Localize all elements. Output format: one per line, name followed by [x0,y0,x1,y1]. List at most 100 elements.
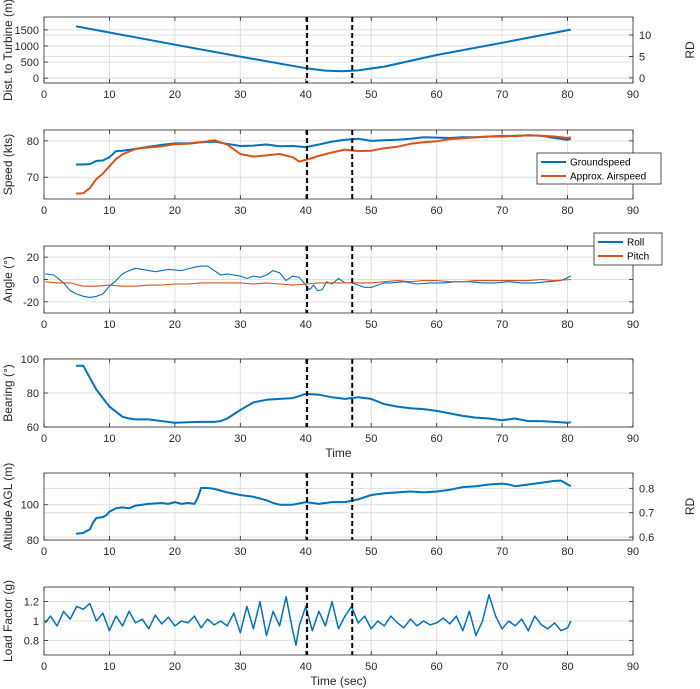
x-tick-label: 70 [496,661,508,673]
x-tick-label: 40 [300,661,312,673]
x-tick-label: 60 [431,661,443,673]
x-tick-label: 30 [234,205,246,217]
x-tick-label: 40 [300,319,312,331]
x-tick-label: 60 [431,319,443,331]
x-tick-label: 50 [365,89,377,101]
x-tick-label: 20 [169,433,181,445]
y-tick-label: 20 [27,252,39,264]
x-tick-label: 80 [561,319,573,331]
data-layer [75,479,572,535]
x-tick-label: 50 [365,205,377,217]
x-tick-label: 0 [41,433,47,445]
axes-box [43,16,634,84]
x-tick-label: 40 [300,89,312,101]
plot-p5: 0 10 20 30 40 50 60 70 80 90 80 100 0.6 0.7 0.8 RD Altit… [1,463,697,558]
x-tick-label: 50 [365,661,377,673]
series-line-roll [45,265,572,298]
x-tick-label: 0 [41,319,47,331]
x-tick-label: 30 [234,433,246,445]
x-tick-label: 10 [103,661,115,673]
y-tick-label: 500 [21,57,39,69]
plot-p2: 0 10 20 30 40 50 60 70 80 90 70 80 Speed (kts) [1,129,639,217]
legend-entry: Groundspeed [570,158,631,169]
x-tick-label: 0 [41,546,47,558]
x-tick-label: 70 [496,319,508,331]
x-tick-label: 10 [103,319,115,331]
x-tick-label: 40 [300,433,312,445]
y-axis-label: Speed (kts) [1,134,15,195]
plot-p6: 0 10 20 30 40 50 60 70 80 90 0.8 1 1.2 Load Factor (g… [1,580,639,688]
x-tick-label: 70 [496,89,508,101]
series-line-p1 [75,25,571,73]
x-tick-label: 60 [431,89,443,101]
data-layer [45,265,572,298]
yr-tick-label: 0.8 [639,483,654,495]
x-tick-label: 70 [496,433,508,445]
y-axis-label: Dist. to Turbine (m) [1,0,15,101]
grid [44,246,633,313]
x-tick-label: 80 [561,546,573,558]
x-tick-label: 10 [103,433,115,445]
grid [44,587,633,655]
y-tick-label: 1.2 [24,597,39,609]
x-tick-label: 50 [365,433,377,445]
y-tick-label: 1500 [15,25,39,37]
y-tick-label: 60 [27,422,39,434]
grid [44,17,633,83]
plot-area [44,17,633,83]
data-layer [76,364,571,424]
x-tick-label: 30 [234,89,246,101]
axes-box [43,472,634,541]
x-axis-label: Time [325,446,352,460]
y-axis-label: Altitude AGL (m) [1,463,15,551]
yr-tick-label: 0.6 [639,532,654,544]
data-layer [44,594,572,647]
x-tick-label: 90 [627,319,639,331]
y-tick-label: 0 [33,275,39,287]
y-right-axis-label: RD [683,41,697,59]
y-tick-label: 1000 [15,41,39,53]
x-tick-label: 20 [169,205,181,217]
x-tick-label: 60 [431,433,443,445]
x-tick-label: 10 [103,546,115,558]
x-tick-label: 80 [561,89,573,101]
y-tick-label: 1 [33,616,39,628]
x-tick-label: 90 [627,661,639,673]
y-tick-label: 100 [21,354,39,366]
x-tick-label: 20 [169,661,181,673]
y-tick-label: 100 [21,500,39,512]
x-tick-label: 90 [627,433,639,445]
x-tick-label: 20 [169,546,181,558]
y-tick-label: 0 [33,73,39,85]
y-tick-label: -20 [23,297,39,309]
data-layer [76,134,572,195]
legend-p2: Groundspeed Approx. Airspeed [536,152,662,185]
x-tick-label: 60 [431,205,443,217]
x-tick-label: 10 [103,205,115,217]
y-right-axis-label: RD [683,498,697,516]
y-tick-label: 80 [27,136,39,148]
x-tick-label: 20 [169,319,181,331]
legend-box [593,232,663,266]
x-tick-label: 50 [365,319,377,331]
y-tick-label: 70 [27,172,39,184]
y-axis-label: Bearing (°) [1,364,15,422]
series-line-approx-airspeed [76,134,572,195]
y-axis-label: Angle (°) [1,256,15,303]
x-tick-label: 10 [103,89,115,101]
x-tick-label: 30 [234,546,246,558]
x-tick-label: 60 [431,546,443,558]
x-tick-label: 70 [496,546,508,558]
y-tick-label: 80 [27,535,39,547]
plot-p1: 0 10 20 30 40 50 60 70 80 900500100015000510RDDis… [1,0,697,101]
x-tick-label: 0 [41,205,47,217]
x-tick-label: 0 [41,661,47,673]
x-tick-label: 80 [561,433,573,445]
x-axis-label: Time (sec) [310,674,366,688]
series-line-p6 [44,594,572,647]
yr-tick-label: 10 [639,30,651,42]
data-layer [75,25,571,73]
x-tick-label: 20 [169,89,181,101]
